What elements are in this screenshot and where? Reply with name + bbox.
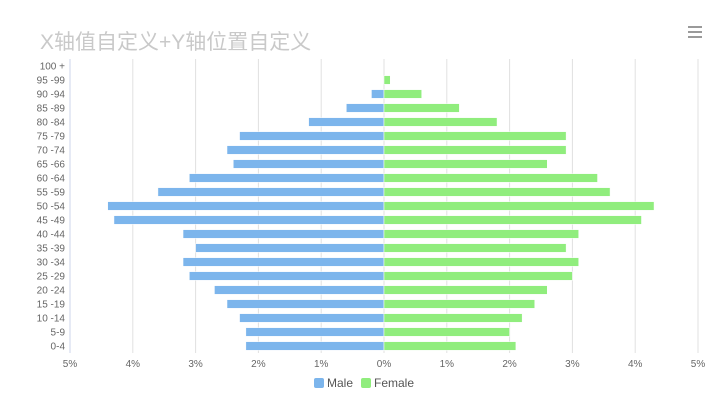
male-bar [239,131,385,141]
y-tick-label: 20 -24 [37,286,66,297]
female-bar [383,243,567,253]
x-tick-label: 1% [440,359,455,370]
y-tick-label: 5-9 [51,328,66,339]
x-tick-label: 0% [377,359,392,370]
male-bar [245,327,385,337]
x-tick-label: 4% [126,359,141,370]
y-tick-label: 65 -66 [37,160,66,171]
female-bar [383,75,391,85]
female-bar [383,341,517,351]
legend-swatch [361,378,371,388]
male-bar [245,341,385,351]
x-tick-label: 2% [502,359,517,370]
male-bar [226,299,385,309]
y-tick-label: 45 -49 [37,216,66,227]
x-tick-label: 3% [565,359,580,370]
female-bar [383,145,567,155]
male-bar [195,243,385,253]
legend-item-female[interactable]: Female [361,376,414,390]
male-bar [371,89,385,99]
x-tick-label: 5% [691,359,706,370]
female-bar [383,327,510,337]
female-bar [383,201,655,211]
male-bar [226,145,385,155]
y-tick-label: 75 -79 [37,132,66,143]
y-tick-label: 15 -19 [37,300,66,311]
x-tick-label: 5% [63,359,78,370]
female-bar [383,103,460,113]
female-bar [383,271,573,281]
x-tick-label: 2% [251,359,266,370]
y-tick-label: 25 -29 [37,272,66,283]
female-bar [383,173,598,183]
y-tick-label: 100 + [40,62,65,73]
female-bar [383,299,535,309]
y-tick-label: 0-4 [51,342,66,353]
chart-legend: Male Female [0,376,728,391]
male-bar [189,271,385,281]
legend-label: Female [374,376,415,390]
female-bar [383,131,567,141]
legend-label: Male [326,376,353,390]
female-bar [383,187,611,197]
x-tick-label: 4% [628,359,643,370]
y-tick-label: 50 -54 [37,202,66,213]
female-bar [383,229,579,239]
hamburger-menu-icon[interactable] [688,26,702,38]
male-bar [346,103,385,113]
male-bar [308,117,385,127]
legend-item-male[interactable]: Male [313,376,353,390]
x-tick-label: 3% [188,359,203,370]
male-bar [182,229,385,239]
y-tick-label: 35 -39 [37,244,66,255]
female-bar [383,89,422,99]
male-bar [214,285,385,295]
male-bar [233,159,385,169]
y-tick-label: 95 -99 [37,76,66,87]
male-bar [239,313,385,323]
chart-title: X轴值自定义+Y轴位置自定义 [40,31,312,54]
male-bar [107,201,385,211]
y-tick-label: 30 -34 [37,258,66,269]
y-tick-label: 10 -14 [37,314,66,325]
female-bar [383,117,498,127]
female-bar [383,285,548,295]
male-bar [189,173,385,183]
x-tick-label: 1% [314,359,329,370]
y-tick-label: 60 -64 [37,174,66,185]
legend-swatch [313,378,324,388]
male-bar [182,257,385,267]
male-bar [157,187,385,197]
male-bar [113,215,385,225]
y-tick-label: 40 -44 [37,230,66,241]
y-tick-label: 80 -84 [37,118,66,129]
female-bar [383,159,548,169]
female-bar [383,257,579,267]
y-tick-label: 70 -74 [37,146,66,157]
y-tick-label: 90 -94 [37,90,66,101]
y-tick-label: 85 -89 [37,104,66,115]
female-bar [383,313,523,323]
y-tick-label: 55 -59 [37,188,66,199]
female-bar [383,215,642,225]
